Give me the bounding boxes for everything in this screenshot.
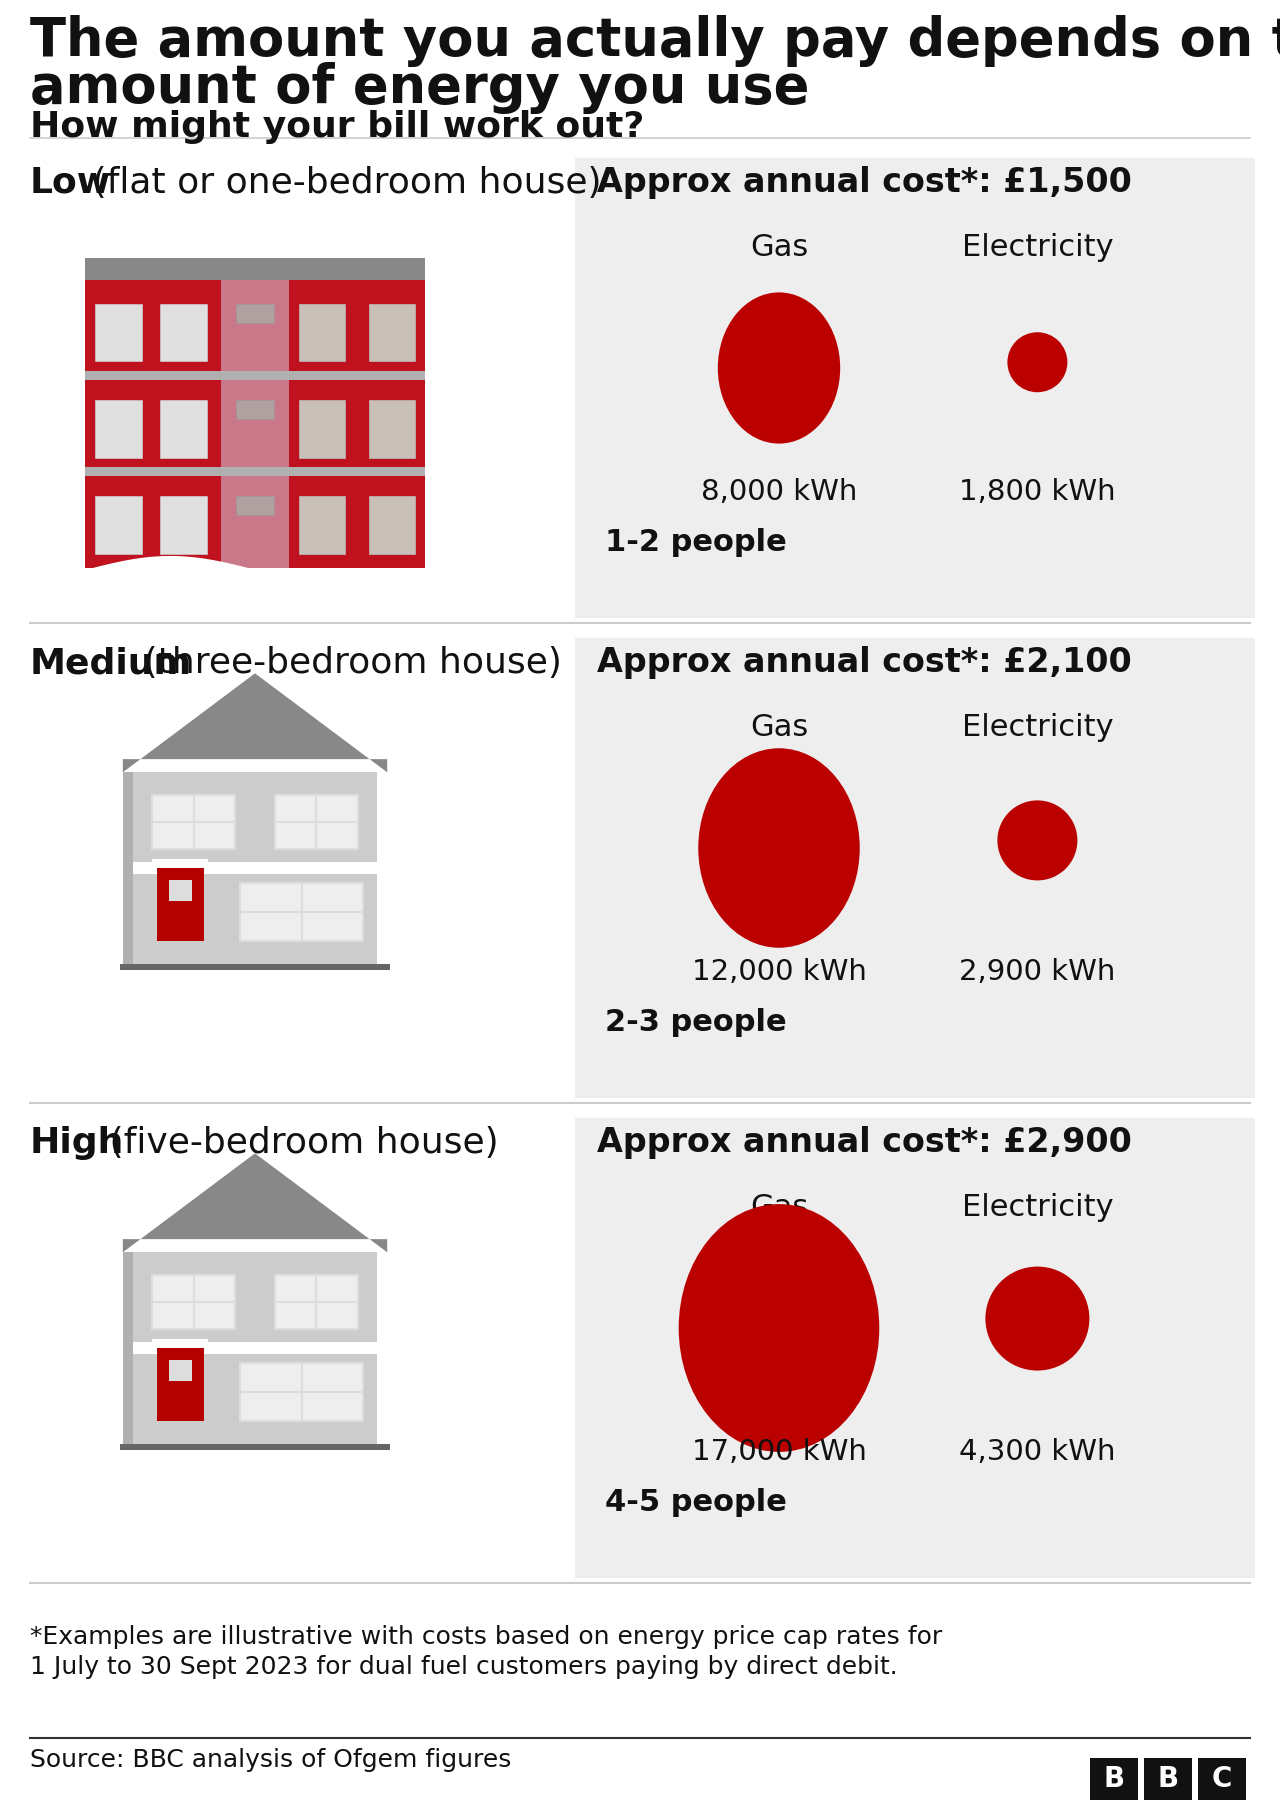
Bar	[84, 259, 425, 281]
Bar	[95, 400, 142, 458]
Bar	[123, 1253, 133, 1444]
Ellipse shape	[699, 748, 860, 948]
Text: 8,000 kWh: 8,000 kWh	[701, 478, 858, 507]
Text: 4-5 people: 4-5 people	[605, 1488, 787, 1517]
Bar	[120, 963, 389, 970]
Text: Gas: Gas	[750, 233, 808, 262]
Bar	[369, 496, 415, 554]
Bar	[152, 1276, 236, 1329]
Bar	[237, 304, 274, 322]
Bar	[275, 1276, 358, 1329]
Text: 1-2 people: 1-2 people	[605, 529, 787, 557]
Bar	[300, 496, 346, 554]
Circle shape	[997, 800, 1078, 880]
Bar	[237, 400, 274, 420]
Text: 2,900 kWh: 2,900 kWh	[959, 957, 1116, 986]
Text: 2-3 people: 2-3 people	[605, 1008, 787, 1037]
Bar	[157, 869, 204, 941]
Bar	[275, 795, 358, 849]
Text: High: High	[29, 1126, 124, 1160]
Text: The amount you actually pay depends on the: The amount you actually pay depends on t…	[29, 14, 1280, 67]
Bar	[169, 1361, 192, 1381]
Text: How might your bill work out?: How might your bill work out?	[29, 110, 644, 145]
Text: Medium: Medium	[29, 646, 192, 681]
Bar	[575, 157, 1254, 617]
Bar	[133, 862, 378, 874]
Text: Gas: Gas	[750, 713, 808, 742]
Bar	[152, 795, 236, 849]
Bar	[160, 304, 207, 362]
Text: (three-bedroom house): (three-bedroom house)	[132, 646, 562, 681]
Text: amount of energy you use: amount of energy you use	[29, 62, 809, 114]
Bar	[152, 1339, 209, 1348]
Bar	[300, 304, 346, 362]
Bar	[120, 1444, 389, 1450]
Bar	[369, 400, 415, 458]
Text: 17,000 kWh: 17,000 kWh	[691, 1437, 867, 1466]
Bar	[1091, 1758, 1138, 1799]
Text: Electricity: Electricity	[961, 233, 1114, 262]
Polygon shape	[123, 1153, 387, 1253]
Text: B: B	[1103, 1765, 1125, 1794]
Bar	[300, 400, 346, 458]
Bar	[169, 880, 192, 901]
Bar	[123, 773, 133, 963]
Bar	[157, 1348, 204, 1421]
Text: Gas: Gas	[750, 1193, 808, 1222]
Text: Source: BBC analysis of Ofgem figures: Source: BBC analysis of Ofgem figures	[29, 1748, 512, 1772]
Circle shape	[1007, 333, 1068, 393]
Text: (five-bedroom house): (five-bedroom house)	[99, 1126, 499, 1160]
Text: Approx annual cost*: £1,500: Approx annual cost*: £1,500	[596, 167, 1132, 199]
Bar	[133, 1341, 378, 1354]
Bar	[84, 467, 425, 476]
Bar	[133, 773, 378, 963]
Bar	[575, 1119, 1254, 1578]
Text: Electricity: Electricity	[961, 713, 1114, 742]
Bar	[84, 281, 425, 568]
Ellipse shape	[718, 293, 840, 443]
Text: *Examples are illustrative with costs based on energy price cap rates for: *Examples are illustrative with costs ba…	[29, 1625, 942, 1649]
Bar	[1144, 1758, 1192, 1799]
Text: Low: Low	[29, 167, 111, 199]
Bar	[133, 1253, 378, 1444]
Bar	[160, 496, 207, 554]
Text: Electricity: Electricity	[961, 1193, 1114, 1222]
Polygon shape	[123, 673, 387, 773]
Bar	[369, 304, 415, 362]
Text: 1,800 kWh: 1,800 kWh	[959, 478, 1116, 507]
Bar	[84, 371, 425, 380]
Bar	[1198, 1758, 1245, 1799]
Text: 1 July to 30 Sept 2023 for dual fuel customers paying by direct debit.: 1 July to 30 Sept 2023 for dual fuel cus…	[29, 1654, 897, 1680]
Text: Approx annual cost*: £2,900: Approx annual cost*: £2,900	[596, 1126, 1132, 1158]
Text: (flat or one-bedroom house): (flat or one-bedroom house)	[81, 167, 602, 199]
Bar	[160, 400, 207, 458]
Bar	[241, 1363, 362, 1421]
Text: 4,300 kWh: 4,300 kWh	[959, 1437, 1116, 1466]
Bar	[241, 883, 362, 941]
Bar	[95, 304, 142, 362]
Ellipse shape	[678, 1204, 879, 1452]
Text: C: C	[1212, 1765, 1233, 1794]
Circle shape	[986, 1267, 1089, 1370]
Text: 12,000 kWh: 12,000 kWh	[691, 957, 867, 986]
Text: B: B	[1157, 1765, 1179, 1794]
Bar	[221, 281, 289, 568]
Bar	[152, 860, 209, 869]
Text: Approx annual cost*: £2,100: Approx annual cost*: £2,100	[596, 646, 1132, 679]
Bar	[237, 496, 274, 516]
Bar	[95, 496, 142, 554]
Bar	[575, 637, 1254, 1099]
